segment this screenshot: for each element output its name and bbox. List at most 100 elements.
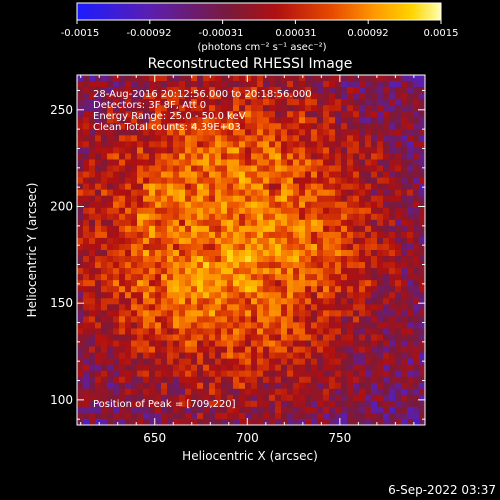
heatmap-pixel: [131, 370, 138, 378]
heatmap-pixel: [245, 201, 252, 209]
heatmap-pixel: [101, 340, 108, 347]
heatmap-pixel: [215, 147, 222, 154]
heatmap-pixel: [335, 280, 342, 287]
heatmap-pixel: [185, 183, 192, 191]
heatmap-pixel: [101, 153, 108, 160]
heatmap-pixel: [89, 231, 96, 239]
heatmap-pixel: [155, 195, 162, 203]
heatmap-pixel: [323, 105, 330, 112]
heatmap-pixel: [161, 99, 168, 106]
heatmap-pixel: [365, 268, 372, 275]
heatmap-pixel: [365, 213, 372, 221]
heatmap-pixel: [347, 262, 354, 269]
heatmap-pixel: [245, 382, 252, 390]
heatmap-pixel: [173, 189, 180, 197]
heatmap-pixel: [401, 147, 408, 154]
heatmap-pixel: [125, 298, 132, 305]
heatmap-pixel: [407, 304, 414, 311]
heatmap-pixel: [293, 87, 300, 94]
heatmap-pixel: [317, 340, 324, 347]
heatmap-pixel: [161, 412, 168, 420]
heatmap-pixel: [77, 394, 84, 402]
heatmap-pixel: [227, 129, 234, 136]
heatmap-pixel: [257, 159, 264, 166]
heatmap-pixel: [101, 135, 108, 142]
heatmap-pixel: [269, 406, 276, 414]
heatmap-pixel: [275, 207, 282, 215]
heatmap-pixel: [275, 370, 282, 378]
heatmap-pixel: [251, 304, 258, 311]
heatmap-pixel: [221, 334, 228, 341]
heatmap-pixel: [287, 268, 294, 275]
heatmap-pixel: [419, 310, 425, 317]
heatmap-pixel: [287, 322, 294, 329]
heatmap-pixel: [317, 250, 324, 257]
heatmap-pixel: [311, 111, 318, 118]
heatmap-pixel: [323, 328, 330, 335]
heatmap-pixel: [383, 358, 390, 366]
heatmap-pixel: [167, 268, 174, 275]
heatmap-pixel: [167, 105, 174, 112]
heatmap-pixel: [143, 195, 150, 203]
heatmap-pixel: [317, 111, 324, 118]
heatmap-pixel: [419, 117, 425, 124]
heatmap-pixel: [329, 388, 336, 396]
heatmap-pixel: [263, 99, 270, 106]
heatmap-pixel: [155, 165, 162, 172]
heatmap-pixel: [113, 93, 120, 100]
heatmap-pixel: [269, 207, 276, 215]
heatmap-pixel: [167, 231, 174, 239]
heatmap-pixel: [89, 250, 96, 257]
heatmap-pixel: [125, 328, 132, 335]
heatmap-pixel: [335, 165, 342, 172]
heatmap-pixel: [191, 250, 198, 257]
heatmap-pixel: [311, 123, 318, 130]
heatmap-pixel: [419, 201, 425, 209]
heatmap-pixel: [95, 262, 102, 269]
heatmap-pixel: [113, 352, 120, 360]
heatmap-pixel: [305, 316, 312, 323]
heatmap-pixel: [407, 316, 414, 323]
heatmap-pixel: [227, 394, 234, 402]
heatmap-pixel: [275, 316, 282, 323]
heatmap-pixel: [209, 286, 216, 293]
heatmap-pixel: [185, 189, 192, 197]
heatmap-pixel: [113, 274, 120, 281]
heatmap-pixel: [365, 99, 372, 106]
heatmap-pixel: [221, 370, 228, 378]
heatmap-pixel: [347, 195, 354, 203]
heatmap-pixel: [167, 376, 174, 384]
heatmap-pixel: [233, 171, 240, 178]
heatmap-pixel: [233, 111, 240, 118]
heatmap-pixel: [371, 105, 378, 112]
heatmap-pixel: [377, 219, 384, 227]
heatmap-pixel: [281, 280, 288, 287]
heatmap-pixel: [311, 292, 318, 299]
heatmap-pixel: [125, 165, 132, 172]
heatmap-pixel: [149, 141, 156, 148]
heatmap-pixel: [89, 418, 96, 425]
heatmap-pixel: [251, 286, 258, 293]
heatmap-pixel: [263, 135, 270, 142]
heatmap-pixel: [371, 231, 378, 239]
heatmap-pixel: [413, 316, 420, 323]
heatmap-pixel: [371, 346, 378, 353]
heatmap-pixel: [311, 189, 318, 197]
heatmap-pixel: [203, 376, 210, 384]
heatmap-pixel: [317, 165, 324, 172]
heatmap-pixel: [317, 394, 324, 402]
heatmap-pixel: [143, 418, 150, 425]
heatmap-pixel: [293, 352, 300, 360]
heatmap-pixel: [245, 346, 252, 353]
heatmap-pixel: [395, 322, 402, 329]
heatmap-pixel: [275, 129, 282, 136]
heatmap-pixel: [377, 237, 384, 245]
heatmap-pixel: [209, 352, 216, 360]
heatmap-pixel: [233, 364, 240, 372]
heatmap-pixel: [107, 135, 114, 142]
heatmap-pixel: [257, 280, 264, 287]
heatmap-pixel: [335, 250, 342, 257]
heatmap-pixel: [161, 268, 168, 275]
heatmap-pixel: [395, 141, 402, 148]
heatmap-pixel: [101, 177, 108, 185]
